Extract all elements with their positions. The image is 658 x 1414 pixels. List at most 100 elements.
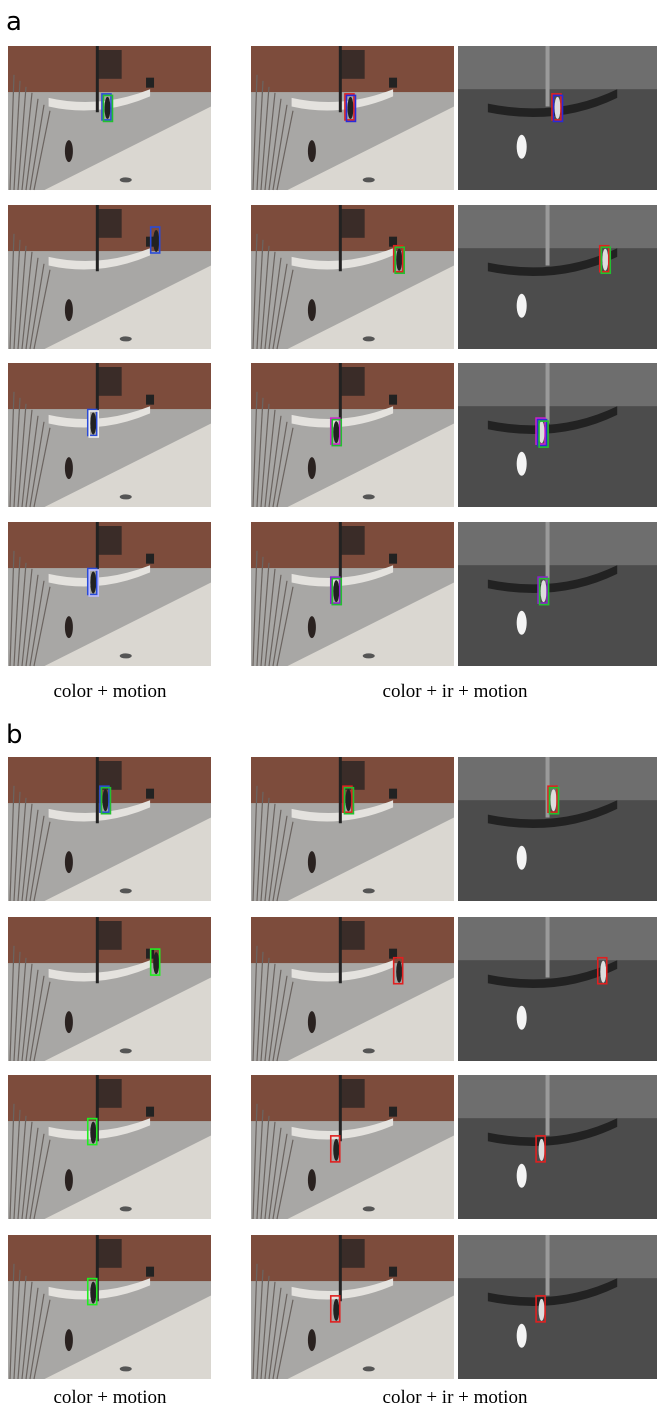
bin — [389, 554, 397, 564]
manhole — [363, 1206, 375, 1211]
pedestrian — [517, 1006, 527, 1030]
tracked-person — [396, 249, 402, 271]
bin — [389, 395, 397, 405]
manhole — [363, 177, 375, 182]
tracked-person — [333, 1139, 339, 1161]
building — [458, 1235, 657, 1278]
building — [458, 1075, 657, 1118]
tracked-person — [600, 961, 606, 983]
window — [340, 1239, 364, 1268]
bin — [146, 78, 154, 88]
window — [340, 526, 364, 555]
manhole — [363, 888, 375, 893]
pedestrian — [517, 1324, 527, 1348]
building — [458, 522, 657, 565]
bin — [146, 1267, 154, 1277]
manhole — [120, 177, 132, 182]
pedestrian — [517, 135, 527, 159]
bin — [389, 1107, 397, 1117]
caption: color + ir + motion — [383, 1387, 528, 1408]
window — [340, 50, 364, 79]
pedestrian — [517, 452, 527, 476]
window — [97, 1239, 121, 1268]
pedestrian — [308, 1329, 316, 1351]
figure: a color + motion color + ir + motion b c… — [0, 0, 658, 1414]
tracked-person — [102, 789, 108, 811]
manhole — [120, 494, 132, 499]
pedestrian — [65, 299, 73, 321]
bin — [389, 78, 397, 88]
window — [97, 209, 121, 238]
pedestrian — [308, 1169, 316, 1191]
bin — [146, 395, 154, 405]
tracked-person — [153, 230, 159, 252]
manhole — [363, 1366, 375, 1371]
pedestrian — [65, 1011, 73, 1033]
tracked-person — [104, 97, 110, 119]
window — [97, 50, 121, 79]
bin — [146, 554, 154, 564]
pedestrian — [308, 616, 316, 638]
tracked-person — [90, 1282, 96, 1304]
window — [97, 921, 121, 950]
caption: color + motion — [53, 681, 167, 702]
manhole — [120, 1366, 132, 1371]
tracked-person — [90, 571, 96, 593]
building — [458, 205, 657, 248]
tracked-person — [345, 789, 351, 811]
tracked-person — [333, 421, 339, 443]
window — [340, 367, 364, 396]
bin — [389, 789, 397, 799]
pedestrian — [65, 457, 73, 479]
pedestrian — [65, 140, 73, 162]
building — [458, 46, 657, 89]
tracked-person — [333, 1299, 339, 1321]
manhole — [120, 1048, 132, 1053]
manhole — [120, 653, 132, 658]
building — [458, 917, 657, 960]
tracked-person — [539, 1139, 545, 1161]
building — [458, 363, 657, 406]
pedestrian — [65, 1329, 73, 1351]
tracked-person — [333, 580, 339, 602]
tracked-person — [602, 249, 608, 271]
window — [340, 209, 364, 238]
pedestrian — [308, 140, 316, 162]
pedestrian — [517, 1164, 527, 1188]
pedestrian — [308, 1011, 316, 1033]
bin — [389, 1267, 397, 1277]
pedestrian — [65, 1169, 73, 1191]
bin — [146, 789, 154, 799]
pedestrian — [517, 294, 527, 318]
tracked-person — [90, 1122, 96, 1144]
window — [340, 1079, 364, 1108]
caption: color + ir + motion — [383, 681, 528, 702]
pedestrian — [517, 611, 527, 635]
manhole — [363, 1048, 375, 1053]
manhole — [363, 494, 375, 499]
pedestrian — [65, 851, 73, 873]
pedestrian — [308, 851, 316, 873]
manhole — [363, 653, 375, 658]
window — [97, 367, 121, 396]
window — [97, 1079, 121, 1108]
tracked-person — [555, 97, 561, 119]
tracked-person — [90, 412, 96, 434]
panel-label: a — [6, 7, 22, 37]
pedestrian — [308, 457, 316, 479]
manhole — [120, 336, 132, 341]
tracked-person — [396, 961, 402, 983]
panel-label: b — [6, 720, 23, 750]
window — [97, 526, 121, 555]
tracked-person — [347, 97, 353, 119]
caption: color + motion — [53, 1387, 167, 1408]
manhole — [120, 1206, 132, 1211]
tracked-person — [551, 789, 557, 811]
tracked-person — [539, 1299, 545, 1321]
manhole — [120, 888, 132, 893]
pedestrian — [517, 846, 527, 870]
pedestrian — [65, 616, 73, 638]
pedestrian — [308, 299, 316, 321]
tracked-person — [541, 580, 547, 602]
tracked-person — [153, 952, 159, 974]
